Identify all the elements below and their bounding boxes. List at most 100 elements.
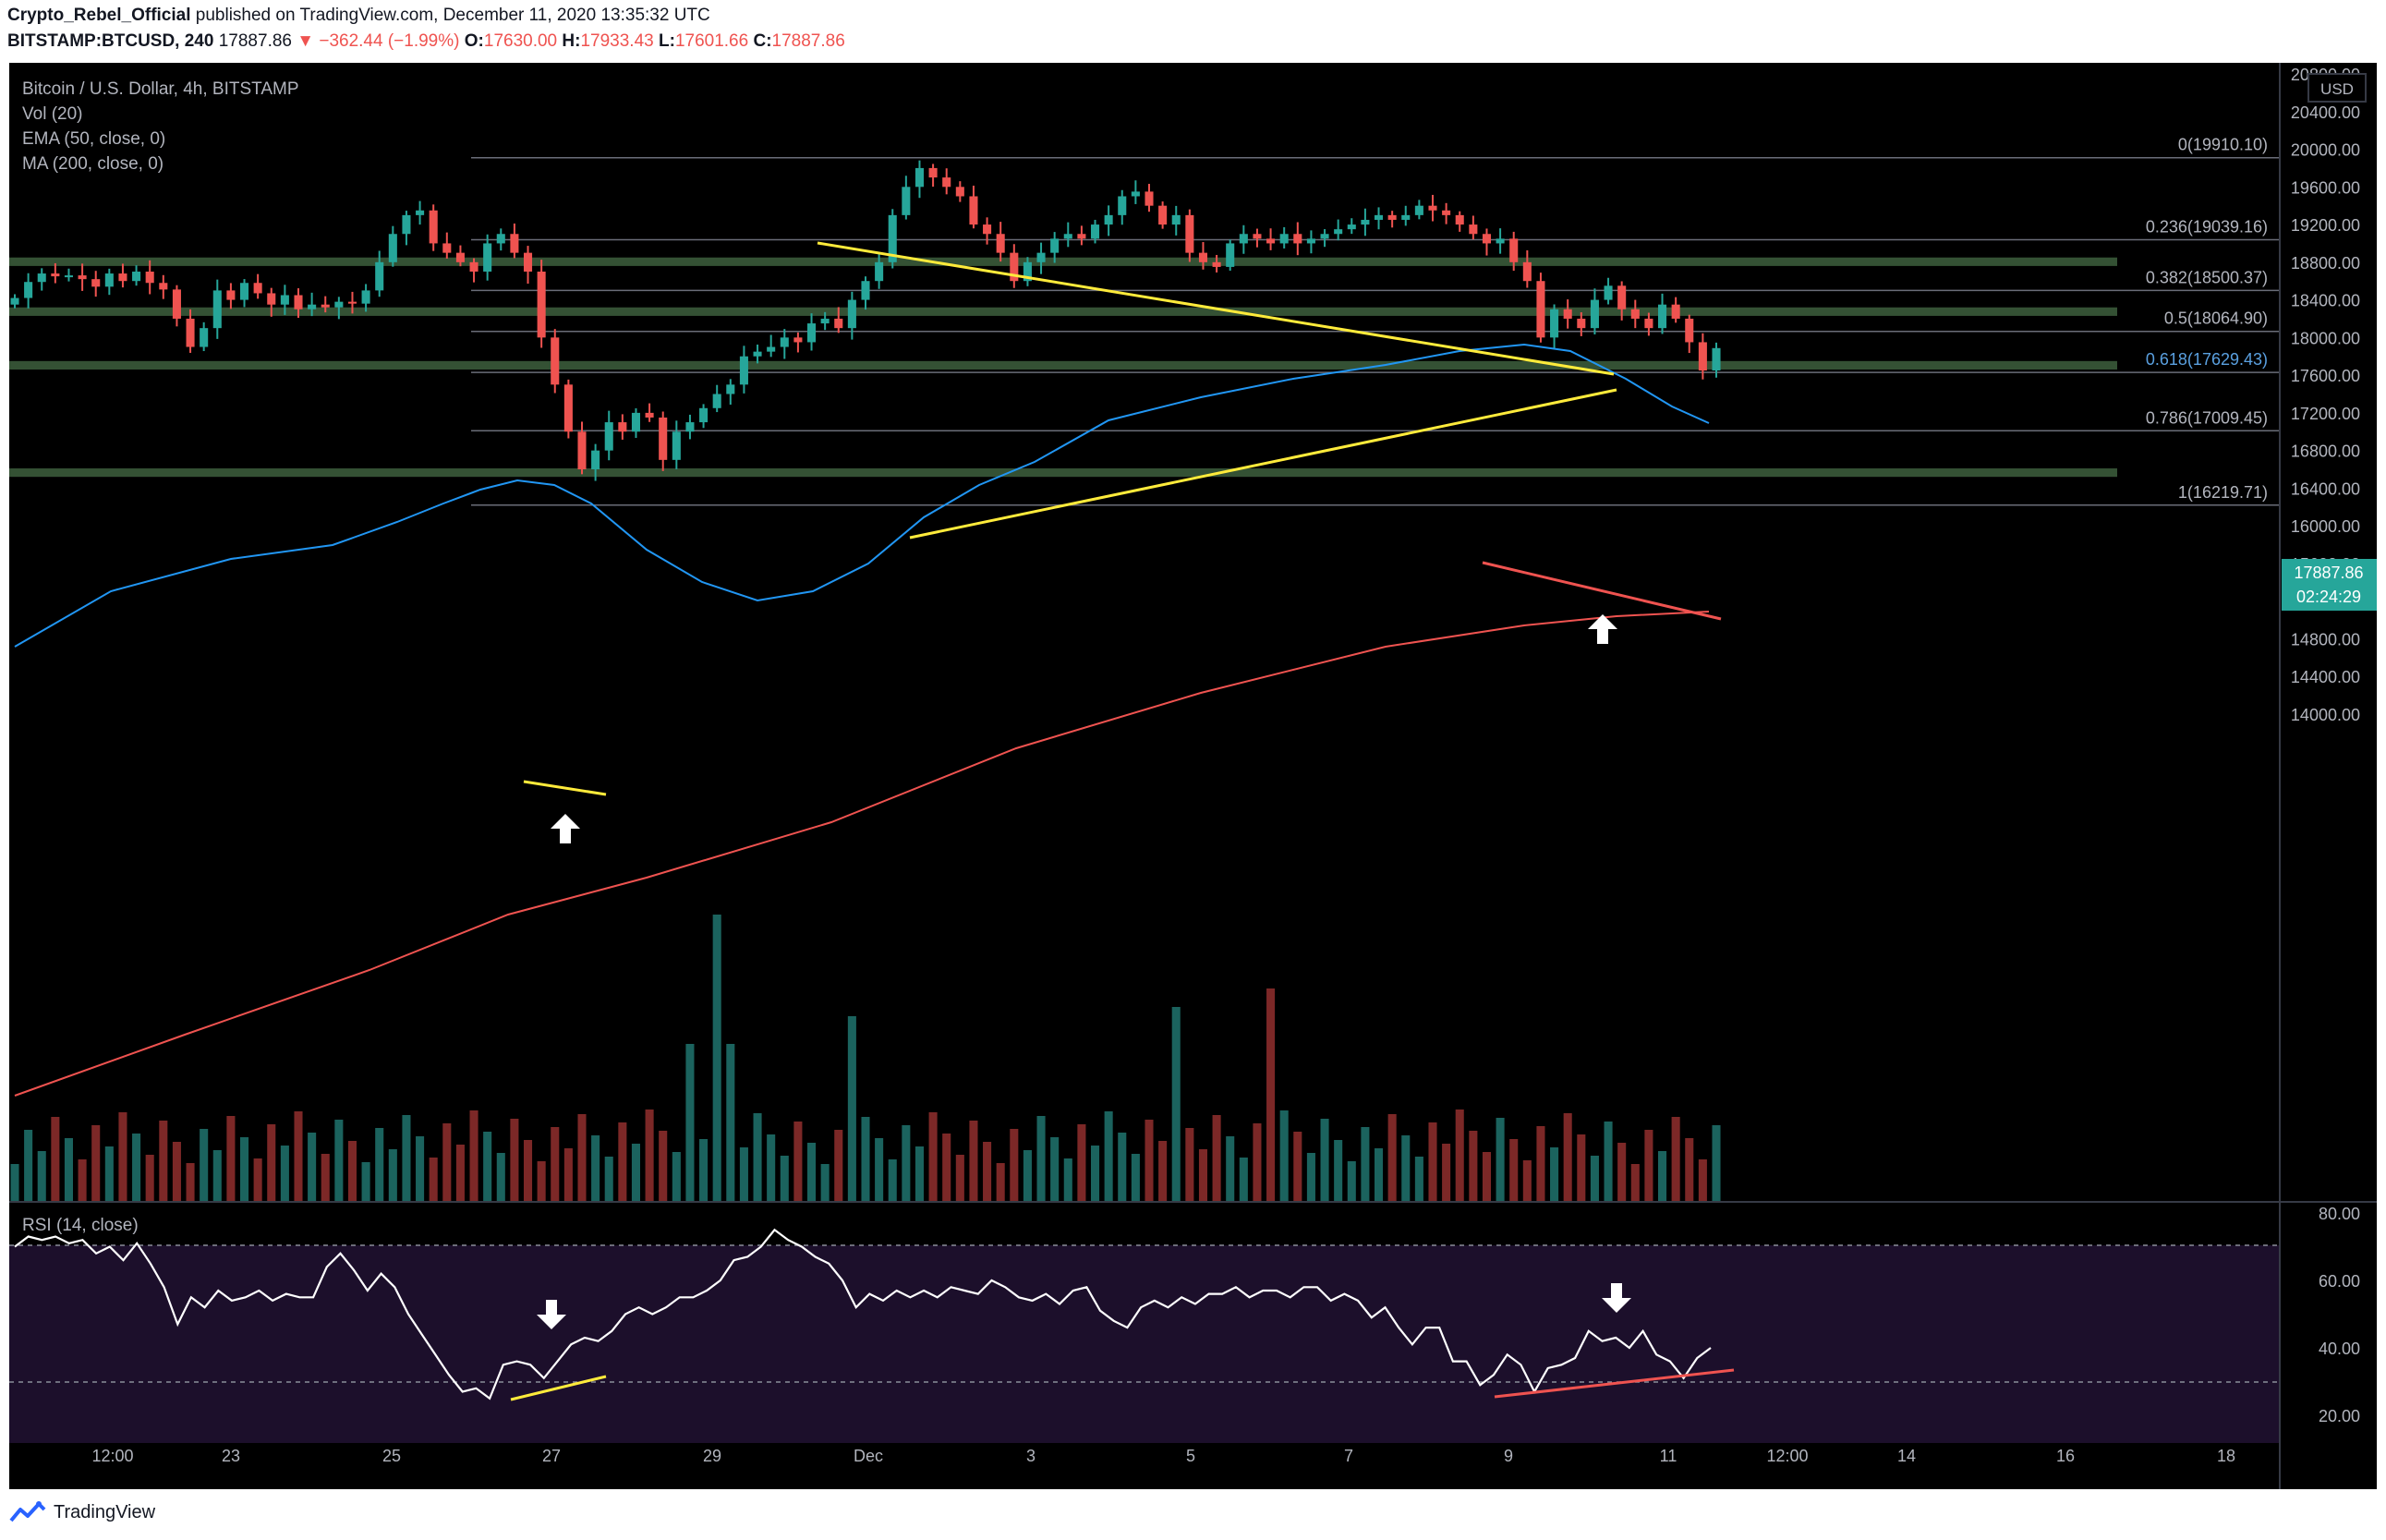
fib-label-6: 1(16219.71) [2178, 483, 2268, 502]
volume-bar-98 [1334, 1140, 1343, 1201]
candle-body-98 [1334, 229, 1343, 235]
candle-body-7 [104, 273, 114, 287]
candle-body-20 [280, 295, 289, 305]
volume-bar-2 [37, 1151, 46, 1201]
volume-bar-88 [1198, 1149, 1208, 1201]
volume-bar-111 [1509, 1139, 1519, 1201]
candle-body-11 [159, 283, 168, 290]
fib-label-3: 0.5(18064.90) [2164, 309, 2268, 328]
candle-body-125 [1698, 342, 1707, 371]
triangle-lower-trendline [909, 388, 1617, 540]
rsi-tick-label-0: 80.00 [2319, 1205, 2360, 1223]
fib-label-1: 0.236(19039.16) [2146, 217, 2268, 236]
volume-bar-87 [1185, 1128, 1194, 1201]
volume-bar-71 [969, 1121, 978, 1201]
y-tick-label-8: 17600.00 [2291, 367, 2360, 385]
candle-body-15 [212, 290, 222, 329]
candle-body-18 [253, 283, 262, 294]
publisher-line: Crypto_Rebel_Official published on Tradi… [7, 6, 710, 26]
x-tick-label-9: 9 [1504, 1447, 1513, 1465]
candle-body-12 [172, 289, 181, 319]
volume-bar-16 [226, 1116, 236, 1201]
candle-body-111 [1509, 238, 1519, 262]
candle-body-28 [388, 234, 397, 262]
candle-body-119 [1617, 285, 1627, 309]
legend-ema: EMA (50, close, 0) [22, 129, 165, 149]
legend-title: Bitcoin / U.S. Dollar, 4h, BITSTAMP [22, 79, 299, 99]
candle-body-126 [1712, 347, 1721, 371]
volume-bar-15 [212, 1150, 222, 1201]
volume-bar-28 [388, 1149, 397, 1201]
volume-bar-121 [1644, 1130, 1653, 1201]
candle-body-77 [1050, 238, 1060, 253]
volume-bar-90 [1226, 1136, 1235, 1201]
candle-body-54 [739, 356, 748, 385]
volume-bar-11 [159, 1121, 168, 1201]
volume-bar-38 [523, 1140, 533, 1201]
candle-body-76 [1036, 252, 1046, 262]
support-zone-3 [9, 468, 2117, 478]
volume-bar-55 [753, 1113, 762, 1201]
support-zone-1 [9, 307, 2117, 316]
y-tick-label-11: 16400.00 [2291, 479, 2360, 498]
publisher-name[interactable]: Crypto_Rebel_Official [7, 6, 191, 25]
fib-label-4: 0.618(17629.43) [2146, 350, 2268, 369]
candle-body-114 [1550, 309, 1559, 338]
candle-body-19 [267, 293, 276, 305]
legend-rsi: RSI (14, close) [22, 1216, 139, 1235]
x-tick-label-13: 16 [2056, 1447, 2075, 1465]
volume-bar-19 [267, 1124, 276, 1201]
volume-bar-58 [793, 1122, 803, 1201]
candle-body-53 [726, 384, 735, 394]
candle-body-60 [820, 318, 830, 324]
volume-bar-47 [645, 1110, 654, 1201]
volume-bar-22 [308, 1133, 317, 1201]
volume-bar-85 [1158, 1141, 1168, 1201]
fib-label-0: 0(19910.10) [2178, 136, 2268, 154]
candle-body-5 [78, 275, 87, 280]
candle-body-94 [1279, 234, 1289, 244]
volume-bar-115 [1563, 1113, 1572, 1201]
volume-bar-26 [361, 1162, 370, 1201]
candle-body-70 [955, 187, 964, 197]
candle-body-16 [226, 290, 236, 300]
candle-body-47 [645, 412, 654, 418]
candle-body-86 [1171, 214, 1181, 225]
x-tick-label-10: 11 [1660, 1447, 1677, 1465]
currency-badge[interactable]: USD [2307, 73, 2367, 103]
volume-bar-50 [685, 1044, 695, 1201]
candle-body-55 [753, 351, 762, 357]
candle-body-10 [145, 272, 154, 284]
high-value: 17933.43 [580, 31, 654, 51]
candle-body-112 [1522, 261, 1532, 282]
candle-body-21 [294, 295, 303, 309]
candle-body-80 [1090, 224, 1100, 239]
candle-body-95 [1293, 234, 1302, 244]
volume-bar-105 [1428, 1122, 1437, 1201]
volume-bar-42 [577, 1114, 587, 1201]
volume-bar-14 [200, 1129, 209, 1201]
candle-body-40 [551, 337, 560, 385]
candle-body-79 [1077, 234, 1086, 239]
rsi-tick-label-3: 20.00 [2319, 1407, 2360, 1425]
x-tick-label-3: 27 [542, 1447, 561, 1465]
last-price-tag-value: 17887.86 [2294, 564, 2363, 582]
volume-bar-32 [442, 1123, 452, 1201]
volume-bar-80 [1090, 1146, 1100, 1201]
price-chart[interactable]: 0(19910.10) 0.236(19039.16) 0.382(18500.37… [0, 61, 2386, 1489]
y-tick-label-16: 14400.00 [2291, 668, 2360, 686]
volume-bar-40 [551, 1127, 560, 1201]
candle-body-29 [402, 214, 411, 235]
candle-body-14 [200, 328, 209, 347]
candle-body-110 [1496, 238, 1505, 244]
candle-body-61 [834, 318, 843, 329]
candle-body-89 [1212, 261, 1221, 267]
tradingview-logo[interactable]: TradingView [9, 1500, 155, 1524]
volume-bar-93 [1266, 988, 1276, 1201]
candle-body-90 [1226, 243, 1235, 267]
volume-bar-124 [1685, 1138, 1694, 1201]
candle-body-43 [591, 450, 600, 470]
candle-body-38 [523, 252, 533, 273]
candle-body-63 [861, 281, 870, 300]
candle-body-13 [186, 318, 195, 347]
